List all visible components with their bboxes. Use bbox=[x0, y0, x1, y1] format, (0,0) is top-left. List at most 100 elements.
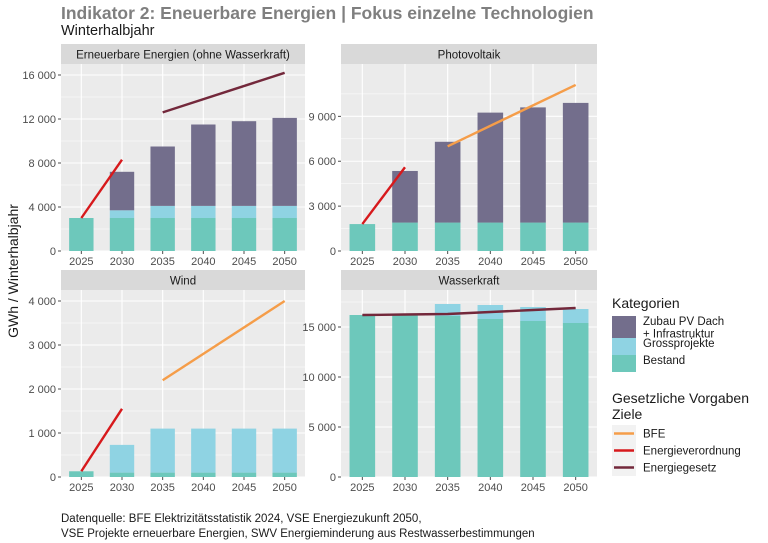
panel-3: Wasserkraft 0 5 000 10 000 15 000 2025 2030 203… bbox=[302, 270, 597, 494]
x-tick-label: 2035 bbox=[435, 482, 459, 494]
y-tick-label: 12 000 bbox=[22, 114, 56, 126]
bar-bestand bbox=[69, 471, 94, 477]
legend-title-kategorien: Kategorien bbox=[612, 295, 680, 311]
bar-bestand bbox=[392, 314, 418, 477]
x-tick-label: 2035 bbox=[435, 256, 459, 268]
bar-gross bbox=[562, 309, 589, 323]
legend-swatch-gross bbox=[612, 338, 636, 355]
y-tick-label: 10 000 bbox=[302, 372, 336, 384]
y-tick-label: 8 000 bbox=[28, 158, 56, 170]
bar-bestand bbox=[434, 222, 461, 251]
bar-bestand bbox=[392, 222, 418, 251]
target-line-bfe bbox=[162, 299, 286, 382]
source-line-1: Datenquelle: BFE Elektrizitätsstatistik … bbox=[61, 513, 422, 525]
bar-bestand bbox=[477, 222, 504, 251]
x-tick-label: 2050 bbox=[563, 482, 587, 494]
bar-bestand bbox=[231, 472, 257, 477]
x-tick-label: 2030 bbox=[393, 256, 417, 268]
y-axis-label: GWh / Winterhalbjahr bbox=[5, 204, 21, 338]
bar-gross bbox=[150, 428, 175, 473]
y-tick-label: 4 000 bbox=[28, 296, 56, 308]
x-tick-label: 2035 bbox=[150, 482, 174, 494]
facet-title: Erneuerbare Energien (ohne Wasserkraft) bbox=[76, 50, 290, 62]
bar-bestand bbox=[109, 472, 135, 477]
bar-gross bbox=[231, 205, 257, 218]
bar-bestand bbox=[231, 218, 257, 251]
bar-bestand bbox=[349, 224, 376, 251]
x-tick-label: 2040 bbox=[191, 256, 215, 268]
bar-zubau bbox=[109, 171, 135, 211]
bar-gross bbox=[109, 210, 135, 218]
panel-background bbox=[341, 290, 597, 477]
x-tick-label: 2045 bbox=[521, 482, 545, 494]
x-tick-label: 2025 bbox=[69, 256, 93, 268]
facet-title: Wasserkraft bbox=[439, 276, 501, 288]
y-tick-label: 15 000 bbox=[302, 322, 336, 334]
legend-swatch-zubau bbox=[612, 316, 636, 338]
y-tick-label: 16 000 bbox=[22, 70, 56, 82]
bar-gross bbox=[191, 428, 216, 473]
x-tick-label: 2025 bbox=[350, 256, 374, 268]
legend-title-ziele: Ziele bbox=[612, 406, 643, 422]
facet-title: Photovoltaik bbox=[438, 50, 501, 62]
legend-title-ziele: Gesetzliche Vorgaben bbox=[612, 390, 749, 406]
facet-strip bbox=[341, 270, 597, 291]
bar-bestand bbox=[191, 218, 216, 251]
bar-bestand bbox=[562, 323, 589, 477]
y-tick-label: 0 bbox=[330, 472, 336, 484]
target-line-energieverordnung bbox=[80, 408, 124, 472]
target-line-energieverordnung bbox=[80, 159, 123, 219]
y-tick-label: 4 000 bbox=[28, 202, 56, 214]
legend-label-energieverordnung: Energieverordnung bbox=[643, 446, 741, 458]
target-line-energieverordnung bbox=[361, 166, 406, 225]
panel-1: Photovoltaik 0 3 000 6 000 9 000 2025 2030 2035… bbox=[308, 44, 597, 268]
bar-zubau bbox=[520, 107, 546, 223]
target-line-energiegesetz bbox=[162, 71, 286, 114]
x-tick-label: 2030 bbox=[110, 256, 134, 268]
bar-gross bbox=[231, 428, 257, 473]
x-tick-label: 2040 bbox=[191, 482, 215, 494]
panel-0: Erneuerbare Energien (ohne Wasserkraft) 0… bbox=[22, 44, 305, 268]
x-tick-label: 2040 bbox=[478, 256, 502, 268]
y-tick-label: 1 000 bbox=[28, 428, 56, 440]
panel-background bbox=[61, 64, 305, 251]
bar-zubau bbox=[191, 124, 216, 206]
bar-gross bbox=[150, 205, 175, 218]
y-tick-label: 3 000 bbox=[308, 201, 336, 213]
x-tick-label: 2050 bbox=[563, 256, 587, 268]
bar-zubau bbox=[150, 146, 175, 206]
x-tick-label: 2045 bbox=[521, 256, 545, 268]
bar-bestand bbox=[69, 218, 94, 251]
bar-bestand bbox=[191, 472, 216, 477]
legend-swatch-bestand bbox=[612, 355, 636, 372]
panel-2: Wind 0 1 000 2 000 3 000 4 000 2025 2030 2035 204… bbox=[28, 270, 305, 494]
legend-label-bestand: Bestand bbox=[643, 355, 685, 367]
target-line-bfe bbox=[447, 83, 577, 148]
chart-title: Indikator 2: Eneuerbare Energien | Fokus… bbox=[61, 3, 594, 23]
y-tick-label: 0 bbox=[330, 246, 336, 258]
chart-subtitle: Winterhalbjahr bbox=[61, 23, 155, 39]
bar-bestand bbox=[520, 321, 546, 477]
x-tick-label: 2045 bbox=[232, 256, 256, 268]
source-line-2: VSE Projekte erneuerbare Energien, SWV E… bbox=[61, 528, 535, 540]
y-tick-label: 5 000 bbox=[308, 422, 336, 434]
x-tick-label: 2030 bbox=[393, 482, 417, 494]
x-tick-label: 2025 bbox=[350, 482, 374, 494]
facet-strip bbox=[61, 44, 305, 65]
legend-label-bfe: BFE bbox=[643, 429, 666, 441]
bar-bestand bbox=[272, 218, 297, 251]
facet-title: Wind bbox=[170, 276, 196, 288]
legend-label-zubau: + Infrastruktur bbox=[643, 329, 714, 341]
x-tick-label: 2030 bbox=[110, 482, 134, 494]
legend-label-zubau: Zubau PV Dach bbox=[643, 316, 724, 328]
chart-canvas: Erneuerbare Energien (ohne Wasserkraft) 0… bbox=[5, 44, 749, 494]
bar-zubau bbox=[272, 117, 297, 206]
data-source-note: Datenquelle: BFE Elektrizitätsstatistik … bbox=[61, 512, 535, 542]
y-tick-label: 2 000 bbox=[28, 384, 56, 396]
x-tick-label: 2050 bbox=[272, 482, 296, 494]
y-tick-label: 3 000 bbox=[28, 340, 56, 352]
target-line-energiegesetz bbox=[362, 306, 576, 317]
y-tick-label: 0 bbox=[50, 246, 56, 258]
facet-strip bbox=[61, 270, 305, 291]
x-tick-label: 2035 bbox=[150, 256, 174, 268]
